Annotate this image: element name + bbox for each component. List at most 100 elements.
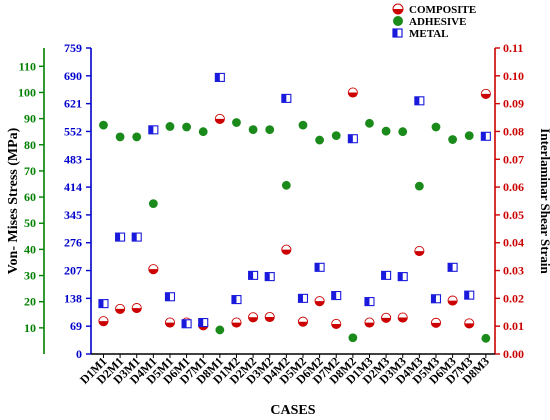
adhesive-point	[215, 325, 225, 335]
adhesive-point	[398, 127, 408, 137]
adhesive-point	[431, 122, 441, 132]
metal-point-fill	[431, 294, 436, 303]
outer-left-tick-label: 80	[24, 138, 36, 152]
inner-left-tick-label: 138	[64, 291, 82, 305]
adhesive-point	[365, 118, 374, 128]
metal-point-fill	[198, 318, 204, 327]
adhesive-point	[481, 333, 491, 343]
legend-item-adhesive: ADHESIVE	[393, 16, 466, 28]
outer-left-tick-label: 20	[24, 295, 36, 309]
composite-point-fill	[132, 308, 142, 313]
metal-point-fill	[98, 299, 104, 308]
adhesive-point	[198, 127, 208, 137]
composite-point-fill	[448, 300, 458, 306]
composite-point-fill	[148, 269, 158, 274]
right-axis-ticks: 0.00 0.01 0.02 0.03 0.04 0.05 0.06 0.07 0.08 0.09…	[495, 41, 524, 361]
x-axis-ticks: D1M1D2M1D3M1D4M1D5M1D6M1D7M1D8M1D1M2D2M2…	[77, 354, 492, 387]
inner-left-tick-label: 552	[64, 124, 82, 138]
right-tick-label: 0.09	[503, 97, 524, 111]
composite-point-fill	[98, 321, 109, 326]
metal-point-fill	[215, 73, 220, 82]
inner-left-tick-label: 759	[64, 41, 82, 55]
legend-metal-marker-fill	[393, 29, 398, 37]
inner-left-tick-label: 207	[64, 264, 82, 278]
right-tick-label: 0.07	[503, 152, 524, 166]
legend-item-composite: COMPOSITE	[392, 3, 476, 16]
adhesive-point	[464, 131, 474, 141]
outer-left-tick-label: 90	[24, 112, 36, 126]
right-tick-label: 0.04	[503, 236, 524, 250]
right-tick-label: 0.08	[503, 124, 524, 138]
metal-point-fill	[165, 292, 170, 301]
composite-point-fill	[431, 322, 441, 328]
composite-point-fill	[315, 301, 325, 306]
outer-left-tick-label: 30	[24, 269, 36, 283]
axes-group: 10 20 30 40 50 60 70 80 90 100 110 0 69 138 207 276 345…	[18, 41, 524, 387]
right-tick-label: 0.00	[503, 347, 524, 361]
composite-point-fill	[215, 118, 225, 124]
x-axis-title: CASES	[270, 403, 315, 418]
composite-point-fill	[248, 317, 258, 322]
metal-point-fill	[464, 291, 470, 300]
adhesive-point	[148, 199, 158, 209]
metal-point-fill	[381, 271, 387, 280]
composite-point-fill	[115, 308, 125, 314]
metal-point-fill	[115, 233, 121, 242]
right-tick-label: 0.05	[503, 208, 524, 222]
composite-point-fill	[281, 249, 291, 255]
inner-left-tick-label: 483	[64, 152, 82, 166]
adhesive-point	[281, 180, 291, 190]
adhesive-point	[182, 122, 191, 132]
composite-point-fill	[481, 93, 491, 99]
composite-point-fill	[165, 322, 175, 328]
adhesive-point	[265, 125, 275, 134]
metal-point-fill	[315, 263, 320, 272]
legend: COMPOSITE ADHESIVE METAL	[392, 3, 476, 40]
adhesive-point	[298, 120, 308, 130]
outer-left-tick-label: 100	[18, 85, 36, 99]
outer-left-tick-label: 60	[24, 190, 36, 204]
adhesive-point	[414, 181, 424, 191]
inner-left-tick-label: 276	[64, 236, 82, 250]
right-tick-label: 0.10	[503, 69, 524, 83]
metal-point-fill	[331, 291, 337, 300]
composite-point-fill	[331, 323, 341, 329]
outer-left-tick-label: 70	[24, 164, 36, 178]
adhesive-point	[381, 126, 391, 136]
metal-point-fill	[231, 295, 237, 304]
adhesive-point	[99, 120, 108, 130]
right-tick-label: 0.02	[503, 291, 524, 305]
inner-left-tick-label: 690	[64, 69, 82, 83]
composite-point-fill	[298, 321, 308, 327]
adhesive-point	[331, 131, 341, 141]
right-tick-label: 0.06	[503, 180, 524, 194]
metal-point-fill	[281, 94, 287, 103]
composite-point-fill	[364, 322, 375, 328]
legend-item-metal: METAL	[392, 28, 449, 40]
metal-point-fill	[398, 272, 403, 281]
inner-left-tick-label: 621	[64, 97, 82, 111]
inner-left-tick-label: 0	[76, 347, 82, 361]
metal-point-fill	[132, 233, 137, 242]
outer-left-tick-label: 10	[24, 321, 36, 335]
adhesive-point	[115, 132, 125, 142]
metal-point-fill	[364, 297, 370, 306]
metal-point-fill	[248, 271, 254, 280]
adhesive-point	[165, 122, 175, 131]
outer-left-tick-label: 40	[24, 242, 36, 256]
data-points	[98, 72, 491, 343]
metal-point-fill	[182, 319, 187, 328]
adhesive-point	[315, 135, 325, 145]
outer-left-axis-ticks: 10 20 30 40 50 60 70 80 90 100 110	[18, 59, 44, 335]
composite-point-fill	[398, 317, 408, 323]
legend-composite-label: COMPOSITE	[409, 4, 476, 16]
composite-point-fill	[231, 322, 242, 328]
right-tick-label: 0.03	[503, 264, 524, 278]
metal-point-fill	[298, 294, 303, 303]
metal-point-fill	[414, 96, 420, 105]
composite-point-fill	[414, 251, 424, 256]
legend-adhesive-label: ADHESIVE	[409, 16, 466, 28]
metal-point-fill	[448, 263, 453, 272]
metal-point-fill	[348, 134, 353, 143]
